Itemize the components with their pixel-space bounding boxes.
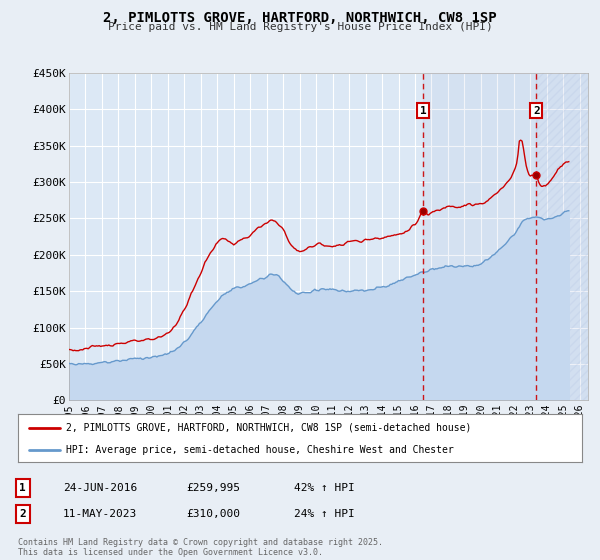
- Text: 2, PIMLOTTS GROVE, HARTFORD, NORTHWICH, CW8 1SP (semi-detached house): 2, PIMLOTTS GROVE, HARTFORD, NORTHWICH, …: [66, 423, 472, 433]
- Text: 2: 2: [533, 106, 539, 116]
- Text: 11-MAY-2023: 11-MAY-2023: [63, 509, 137, 519]
- Text: 2: 2: [19, 509, 26, 519]
- Text: HPI: Average price, semi-detached house, Cheshire West and Chester: HPI: Average price, semi-detached house,…: [66, 445, 454, 455]
- Text: £259,995: £259,995: [186, 483, 240, 493]
- Text: Contains HM Land Registry data © Crown copyright and database right 2025.
This d: Contains HM Land Registry data © Crown c…: [18, 538, 383, 557]
- Text: 42% ↑ HPI: 42% ↑ HPI: [294, 483, 355, 493]
- Text: 24% ↑ HPI: 24% ↑ HPI: [294, 509, 355, 519]
- Text: £310,000: £310,000: [186, 509, 240, 519]
- Bar: [423, 73, 536, 400]
- Bar: [536, 73, 588, 400]
- Text: 1: 1: [419, 106, 427, 116]
- Text: 24-JUN-2016: 24-JUN-2016: [63, 483, 137, 493]
- Text: Price paid vs. HM Land Registry's House Price Index (HPI): Price paid vs. HM Land Registry's House …: [107, 22, 493, 32]
- Text: 2, PIMLOTTS GROVE, HARTFORD, NORTHWICH, CW8 1SP: 2, PIMLOTTS GROVE, HARTFORD, NORTHWICH, …: [103, 11, 497, 25]
- Text: 1: 1: [19, 483, 26, 493]
